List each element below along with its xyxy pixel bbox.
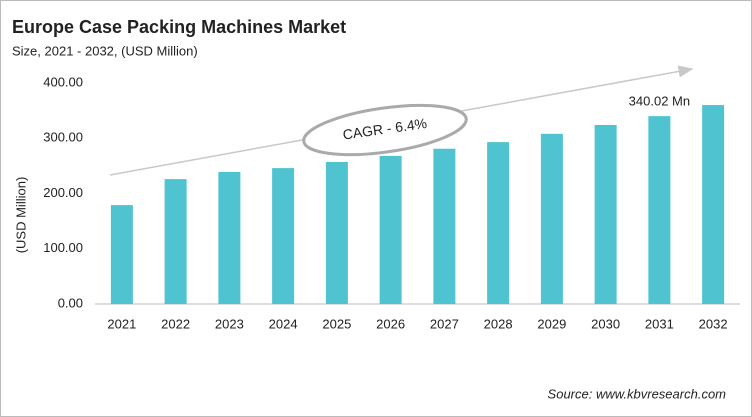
x-tick-label: 2027 (430, 316, 459, 331)
y-tick-label: 100.00 (43, 240, 83, 255)
x-tick-label: 2032 (699, 316, 728, 331)
chart-subtitle: Size, 2021 - 2032, (USD Million) (12, 43, 198, 58)
x-tick-label: 2031 (645, 316, 674, 331)
y-axis-label: (USD Million) (13, 177, 28, 254)
x-tick-label: 2028 (484, 316, 513, 331)
bar (325, 162, 348, 304)
x-tick-label: 2021 (107, 316, 136, 331)
y-tick-label: 300.00 (43, 130, 83, 145)
x-tick-label: 2029 (537, 316, 566, 331)
x-tick-label: 2022 (161, 316, 190, 331)
x-tick-label: 2023 (215, 316, 244, 331)
bar (594, 124, 617, 305)
bar (379, 155, 402, 304)
bar (540, 133, 563, 304)
bar (648, 116, 671, 304)
x-tick-label: 2024 (269, 316, 298, 331)
source: Source: www.kbvresearch.com (548, 386, 727, 401)
x-tick-label: 2025 (322, 316, 351, 331)
y-tick-label: 400.00 (43, 74, 83, 89)
x-tick-label: 2026 (376, 316, 405, 331)
chart-title: Europe Case Packing Machines Market (12, 17, 346, 37)
bar (272, 168, 295, 304)
x-tick-label: 2030 (591, 316, 620, 331)
bar (164, 179, 187, 304)
bar (110, 205, 133, 304)
bar (218, 171, 241, 304)
bar (702, 105, 725, 304)
bar (433, 148, 456, 304)
cagr-ellipse (302, 103, 468, 157)
y-tick-label: 0.00 (58, 295, 83, 310)
data-label: 340.02 Mn (629, 94, 690, 109)
bar (487, 142, 510, 304)
y-tick-label: 200.00 (43, 185, 83, 200)
